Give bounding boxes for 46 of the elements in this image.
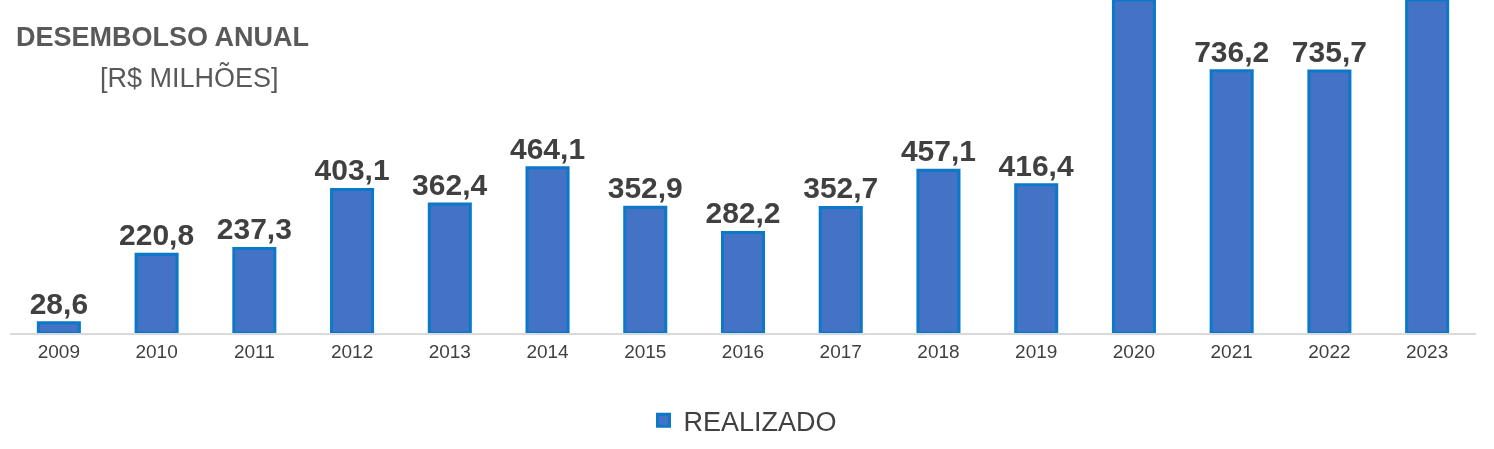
text: [R$ MILHÕES] [100,62,279,93]
x-tick-label: 2010 [135,340,178,362]
x-tick-label: 2023 [1405,340,1449,362]
bar [720,230,766,333]
data-label: 282,2 [705,196,781,230]
bar [525,166,570,333]
x-tick-label: 2018 [917,340,960,362]
data-label: 464,1 [510,131,586,165]
bar [330,187,375,333]
data-label: 457,1 [900,134,976,168]
bar [818,205,863,333]
data-label: 352,7 [803,171,879,205]
x-tick-label: 2022 [1308,340,1351,362]
bar [232,246,277,333]
data-label: 403,1 [314,153,390,187]
bar [36,321,81,333]
x-tick-label: 2009 [37,340,81,362]
data-label: 416,4 [998,148,1074,182]
data-label: 220,8 [119,218,195,252]
x-tick-label: 2016 [721,340,765,362]
x-tick-label: 2012 [330,340,374,362]
bar [1405,0,1450,333]
bar [427,202,472,333]
x-tick-label: 2017 [819,340,862,362]
x-tick-label: 2011 [233,340,275,362]
x-tick-label: 2019 [1015,340,1058,362]
bar [1111,0,1156,333]
data-label: 736,2 [1194,34,1270,68]
x-tick-label: 2015 [624,340,667,362]
bar [623,205,668,333]
bar [916,168,961,333]
bar [1014,183,1059,333]
bar [1209,69,1254,333]
x-tick-label: 2020 [1112,340,1156,362]
bar [134,252,179,333]
legend-label: REALIZADO [683,406,837,437]
data-label: 735,7 [1291,34,1367,68]
x-tick-label: 2021 [1210,340,1253,362]
data-label: 28,6 [29,286,89,320]
bar [1307,69,1352,333]
text: DESEMBOLSO ANUAL [16,22,310,52]
data-label: 362,4 [412,167,488,201]
data-label: 237,3 [216,212,292,246]
x-tick-label: 2014 [526,340,570,362]
data-label: 352,9 [607,171,683,205]
x-tick-label: 2013 [428,340,471,362]
